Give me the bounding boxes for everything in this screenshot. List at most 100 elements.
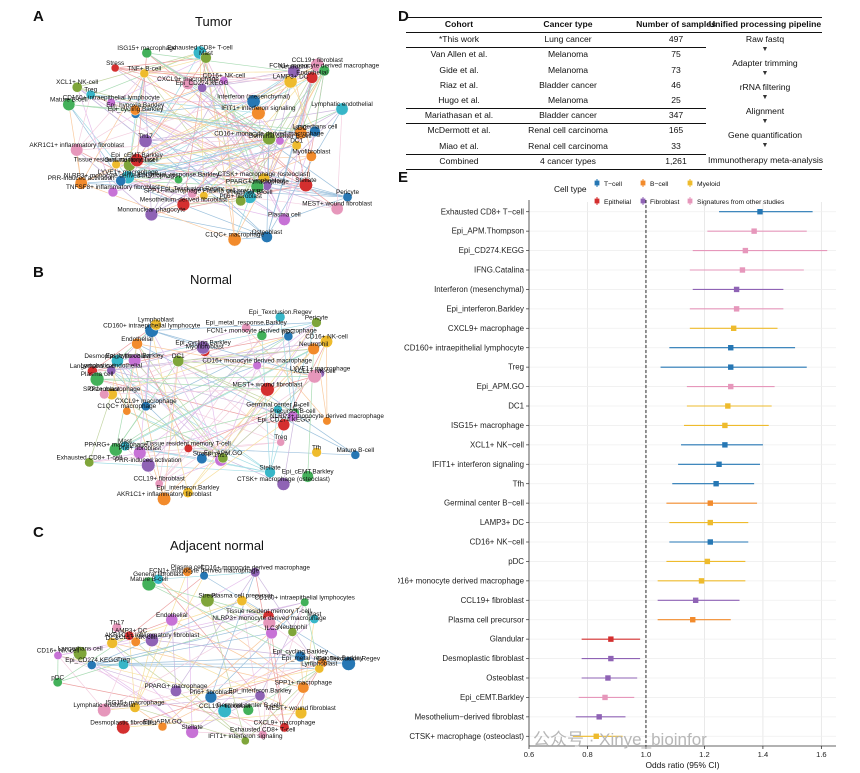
network-node xyxy=(309,614,320,624)
network-node-label: Stellate xyxy=(259,464,281,471)
network-edge xyxy=(115,87,203,165)
network-node xyxy=(301,470,314,483)
network-node xyxy=(350,450,361,460)
network-node-label: CCL19+ fibroblast xyxy=(133,476,185,483)
network-edge xyxy=(266,77,313,186)
network-edge xyxy=(158,322,317,484)
network-node xyxy=(185,725,199,739)
network-node-label: Treg xyxy=(274,434,287,441)
network-edge xyxy=(151,330,189,493)
network-edge xyxy=(158,360,179,484)
network-edge xyxy=(178,360,281,443)
network-edge xyxy=(111,102,338,209)
network-node-label: Mast xyxy=(307,611,321,618)
x-tick-label: 1.6 xyxy=(816,750,827,759)
network-node-label: Pfi6+ fibroblast xyxy=(190,689,233,696)
network-edge xyxy=(123,663,349,665)
network-node-label: Germinal center B-cell xyxy=(248,133,311,140)
network-node xyxy=(106,97,116,107)
network-node-label: Pericyte xyxy=(336,189,360,196)
network-edge xyxy=(104,335,262,395)
network-node xyxy=(330,202,344,216)
forest-row: ISG15+ macrophage xyxy=(451,421,769,430)
network-node-label: MEST+ wound fibroblast xyxy=(302,201,372,208)
network-node-label: MEST+ wound fibroblast xyxy=(233,381,303,388)
network-edge xyxy=(266,65,318,238)
network-node-label: Epi_cEMT.Barkley xyxy=(282,468,335,475)
network-edge xyxy=(178,360,279,410)
network-node xyxy=(73,646,88,661)
network-edge xyxy=(187,415,294,493)
network-edge xyxy=(199,52,285,220)
network-node-label: Osteoblast xyxy=(89,386,120,393)
network-edge xyxy=(91,600,243,666)
network-edge xyxy=(223,80,236,240)
network-node-label: CXCL9+ macrophage xyxy=(254,719,316,726)
network-node-label: Tissue resident memory T-cell xyxy=(226,608,311,615)
table-combined-row: Combined 4 cancer types 1,261 xyxy=(406,154,822,169)
network-node xyxy=(242,704,254,716)
network-edge xyxy=(114,67,268,187)
network-edge xyxy=(145,365,258,407)
network-node xyxy=(165,613,179,627)
network-node xyxy=(99,389,110,400)
network-node-label: ISG15+ macrophage xyxy=(117,45,177,52)
network-node xyxy=(116,720,131,735)
network-node-label: pDC xyxy=(282,328,295,335)
network-node xyxy=(141,47,153,59)
cell-cohort: Van Allen et al. xyxy=(430,49,488,60)
network-edge xyxy=(115,67,281,142)
forest-row: Osteoblast xyxy=(486,674,638,683)
network-edge xyxy=(145,140,348,198)
network-node xyxy=(311,317,322,328)
network-edge xyxy=(134,360,222,461)
network-edge xyxy=(136,131,315,161)
network-node-label: Endothelial xyxy=(121,336,153,343)
forest-row: CD160+ intraepithelial lymphocyte xyxy=(404,343,796,352)
network-edge xyxy=(151,112,259,215)
x-axis-label: Odds ratio (95% CI) xyxy=(645,760,719,770)
network-node-label: Stress xyxy=(193,451,211,458)
x-tick-label: 1.2 xyxy=(699,750,710,759)
network-edge xyxy=(178,108,343,180)
network-edge xyxy=(139,322,317,454)
legend-label: Fibroblast xyxy=(650,199,680,206)
network-node xyxy=(273,404,283,415)
network-node xyxy=(341,656,356,671)
network-edge xyxy=(81,182,348,198)
network-edge xyxy=(134,707,163,727)
panel-c-letter: C xyxy=(33,524,44,541)
network-edge xyxy=(192,71,295,194)
forest-point-estimate xyxy=(707,539,713,545)
network-edge xyxy=(90,94,270,139)
network-edge xyxy=(254,572,285,728)
network-edge xyxy=(134,640,153,708)
network-edge xyxy=(112,137,270,193)
network-node xyxy=(204,691,218,704)
network-edge xyxy=(91,622,270,666)
forest-row: CCL19+ fibroblast xyxy=(461,596,740,605)
network-edge xyxy=(135,113,265,180)
cell-n: 347 xyxy=(668,110,684,121)
forest-row-label: Epi_interferon.Barkley xyxy=(446,304,524,313)
network-node-label: C1QC+ macrophage xyxy=(205,231,264,238)
network-edge xyxy=(139,412,296,454)
network-edge xyxy=(76,149,152,215)
network-node-label: Lymphatic endothelial xyxy=(73,702,135,709)
network-node xyxy=(157,721,168,732)
network-edge xyxy=(319,373,328,421)
network-edge xyxy=(205,57,235,240)
network-edge xyxy=(111,642,193,733)
cell-type: Renal cell carcinoma xyxy=(528,140,608,151)
network-node-label: pDC xyxy=(51,674,64,681)
network-edge xyxy=(90,94,307,186)
network-node-label: Th17 xyxy=(110,620,125,627)
network-edge xyxy=(146,52,294,72)
forest-point-estimate xyxy=(739,267,746,273)
table-row: Gide et al. Melanoma 73 xyxy=(406,63,822,78)
network-node-label: Epi_metal_response.Barkley xyxy=(138,172,220,179)
forest-row-label: Osteoblast xyxy=(486,674,525,683)
network-edge xyxy=(269,409,279,473)
network-edge xyxy=(127,70,325,178)
network-edge xyxy=(104,341,327,395)
